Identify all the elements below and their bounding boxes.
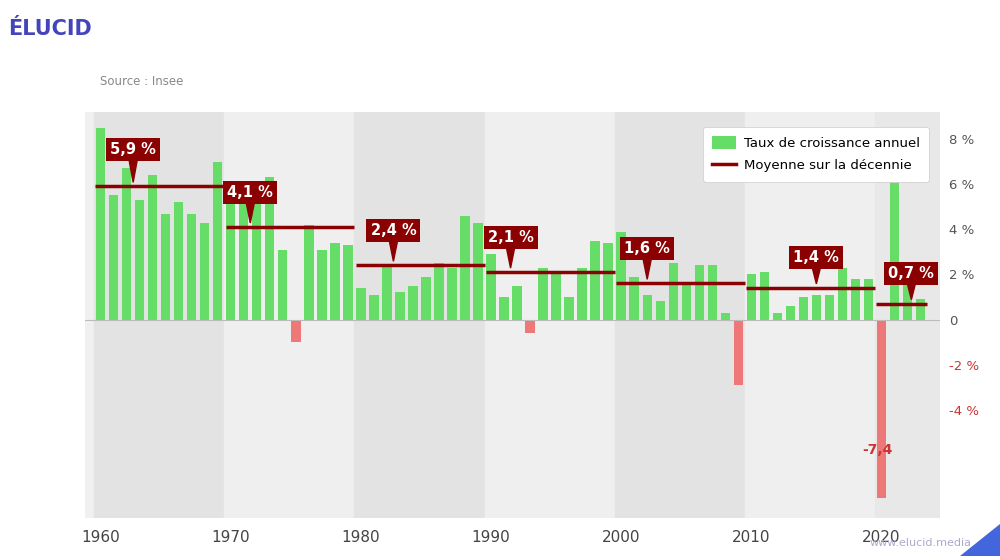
Bar [695, 265, 704, 320]
Polygon shape [246, 200, 255, 223]
Bar [747, 274, 756, 320]
Bar [825, 295, 834, 320]
Bar [224, 112, 354, 518]
Bar [916, 299, 925, 320]
Bar [877, 320, 886, 498]
Bar [421, 277, 431, 320]
Text: 5,9 %: 5,9 % [110, 142, 156, 157]
Bar [135, 200, 144, 320]
Bar [786, 306, 795, 320]
Bar [122, 169, 131, 320]
Bar [161, 213, 170, 320]
Bar [356, 288, 366, 320]
Bar [200, 222, 209, 320]
Bar [538, 268, 548, 320]
Polygon shape [389, 239, 398, 262]
Bar [734, 320, 743, 385]
Bar [851, 279, 860, 320]
Bar [447, 268, 457, 320]
Text: Croissance annuelle en volume du PIB de la France, 1960-2023: Croissance annuelle en volume du PIB de … [112, 18, 748, 37]
Bar [213, 162, 222, 320]
Bar [408, 286, 418, 320]
Bar [174, 202, 183, 320]
Polygon shape [907, 282, 916, 300]
Text: Source : Insee: Source : Insee [100, 75, 183, 88]
Bar [434, 263, 444, 320]
Text: www.elucid.media: www.elucid.media [870, 538, 972, 548]
FancyBboxPatch shape [6, 3, 94, 54]
Text: ÉLUCID: ÉLUCID [8, 19, 92, 39]
Bar [317, 250, 327, 320]
Bar [669, 263, 678, 320]
Bar [864, 279, 873, 320]
Text: 2,4 %: 2,4 % [371, 223, 416, 239]
Text: 0,7 %: 0,7 % [888, 266, 934, 281]
Bar [682, 283, 691, 320]
Bar [148, 175, 157, 320]
Bar [499, 297, 509, 320]
Bar [564, 297, 574, 320]
Polygon shape [643, 257, 652, 279]
Bar [278, 250, 287, 320]
Bar [903, 263, 912, 320]
Bar [486, 254, 496, 320]
Bar [656, 301, 665, 320]
Polygon shape [960, 524, 1000, 556]
Polygon shape [506, 245, 515, 268]
Bar [109, 195, 118, 320]
Bar [603, 243, 613, 320]
Text: 1,4 %: 1,4 % [793, 250, 839, 265]
Bar [330, 243, 340, 320]
Bar [616, 231, 626, 320]
Text: 4,1 %: 4,1 % [227, 185, 273, 200]
Bar [187, 213, 196, 320]
Bar [721, 312, 730, 320]
Bar [239, 198, 248, 320]
Bar [799, 297, 808, 320]
Bar [525, 320, 535, 333]
Bar [395, 292, 405, 320]
Bar [512, 286, 522, 320]
Bar [94, 112, 224, 518]
Bar [343, 245, 353, 320]
Bar [460, 216, 470, 320]
Bar [890, 166, 899, 320]
Bar [265, 178, 274, 320]
Bar [485, 112, 615, 518]
Bar [629, 277, 639, 320]
Bar [760, 272, 769, 320]
Bar [96, 128, 105, 320]
Bar [577, 268, 587, 320]
Bar [615, 112, 745, 518]
Bar [369, 295, 379, 320]
Polygon shape [812, 266, 821, 284]
Bar [291, 320, 301, 342]
Text: -7,4: -7,4 [862, 444, 893, 458]
Bar [354, 112, 485, 518]
Bar [304, 225, 314, 320]
Bar [551, 272, 561, 320]
Bar [812, 295, 821, 320]
Bar [875, 112, 940, 518]
Text: 2,1 %: 2,1 % [488, 230, 533, 245]
Bar [226, 191, 235, 320]
Polygon shape [129, 157, 138, 183]
FancyBboxPatch shape [100, 0, 103, 58]
Bar [473, 222, 483, 320]
Bar [838, 268, 847, 320]
Bar [252, 186, 261, 320]
Bar [382, 265, 392, 320]
Text: 1,6 %: 1,6 % [624, 241, 670, 256]
Bar [590, 241, 600, 320]
Bar [708, 265, 717, 320]
Legend: Taux de croissance annuel, Moyenne sur la décennie: Taux de croissance annuel, Moyenne sur l… [703, 127, 929, 181]
Bar [643, 295, 652, 320]
Bar [773, 312, 782, 320]
Bar [745, 112, 875, 518]
